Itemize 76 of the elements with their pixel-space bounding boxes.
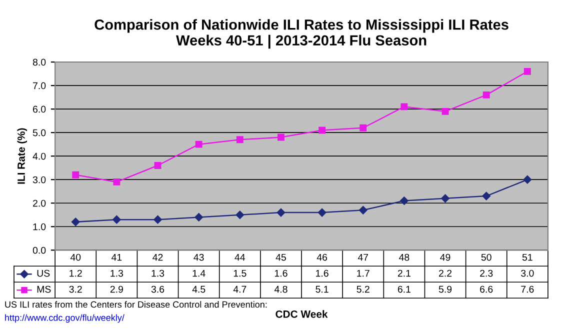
data-label: 4.7 <box>233 286 246 293</box>
data-label: 3.0 <box>521 270 534 277</box>
x-tick-label: 42 <box>152 254 163 261</box>
point <box>236 136 244 144</box>
data-label: 2.1 <box>398 270 410 277</box>
data-label: 4.8 <box>274 286 288 293</box>
point <box>360 124 367 132</box>
y-axis-title: ILI Rate (%) <box>17 128 27 184</box>
x-tick-label: 49 <box>440 254 450 261</box>
point <box>318 208 326 217</box>
point <box>112 215 121 224</box>
point <box>154 215 162 224</box>
text: 7.0 <box>33 82 46 90</box>
x-tick-label: 44 <box>234 254 246 261</box>
data-label: 1.4 <box>192 270 206 277</box>
point <box>236 210 244 220</box>
data-label: 7.6 <box>521 286 534 293</box>
data-label: 1.3 <box>152 270 164 277</box>
chart-title: Comparison of Nationwide ILI Rates to Mississippi ILI Rates Weeks 40-51 | 2013-2014 Flu Season <box>94 19 508 49</box>
point <box>278 134 284 141</box>
point <box>195 140 202 148</box>
x-tick-label: 40 <box>70 254 81 261</box>
x-tick-label: 48 <box>399 254 410 261</box>
point <box>72 171 80 178</box>
text: 3.0 <box>32 176 46 184</box>
data-label: 3.6 <box>151 286 164 293</box>
legend-label: US <box>37 270 50 277</box>
text: 2.0 <box>33 200 46 207</box>
x-axis-title: CDC Week <box>276 310 328 318</box>
data-label: 5.2 <box>356 286 370 293</box>
point <box>482 192 490 200</box>
x-tick-label: 46 <box>316 254 328 261</box>
text: http://www.cdc.gov/flu/weekly/ <box>5 314 124 323</box>
data-label: 1.6 <box>316 270 328 277</box>
text: 5.0 <box>32 129 46 136</box>
point <box>318 126 326 134</box>
data-label: 1.2 <box>70 270 82 277</box>
data-label: 2.2 <box>439 270 452 277</box>
data-label: 5.9 <box>438 286 452 293</box>
point <box>441 194 450 203</box>
text: 8.0 <box>32 58 46 66</box>
legend-label: MS <box>37 286 51 293</box>
point <box>482 91 490 98</box>
data-label: 3.2 <box>69 286 82 293</box>
x-tick-label: 45 <box>276 254 286 261</box>
point <box>358 206 368 214</box>
point <box>194 213 203 222</box>
text: 4.0 <box>32 152 46 160</box>
data-label: 1.3 <box>110 270 124 277</box>
data-label: 5.1 <box>316 286 328 293</box>
x-tick-label: 51 <box>522 254 532 261</box>
point <box>523 175 532 184</box>
x-tick-label: 43 <box>194 254 204 261</box>
data-label: 6.1 <box>398 286 410 293</box>
data-label: 1.5 <box>234 270 246 277</box>
point <box>71 218 80 226</box>
x-tick-label: 50 <box>481 254 492 261</box>
data-label: 4.5 <box>192 286 206 293</box>
text: 6.0 <box>33 106 46 113</box>
point <box>524 68 531 75</box>
point <box>400 196 408 205</box>
data-label: 1.7 <box>357 270 370 277</box>
x-tick-label: 47 <box>358 254 368 261</box>
data-label: 2.3 <box>480 270 493 277</box>
data-label: 1.6 <box>274 270 288 277</box>
point <box>400 103 408 110</box>
data-label: 6.6 <box>480 286 493 293</box>
point <box>442 108 449 115</box>
point <box>276 208 286 217</box>
text: 0.0 <box>32 246 46 254</box>
text: US ILI rates from the Centers for Disease Control and Prevention: <box>5 301 267 308</box>
x-tick-label: 41 <box>112 254 122 261</box>
data-label: 2.9 <box>110 286 123 293</box>
point <box>113 178 120 186</box>
text: 1.0 <box>33 223 46 230</box>
point <box>154 162 162 169</box>
